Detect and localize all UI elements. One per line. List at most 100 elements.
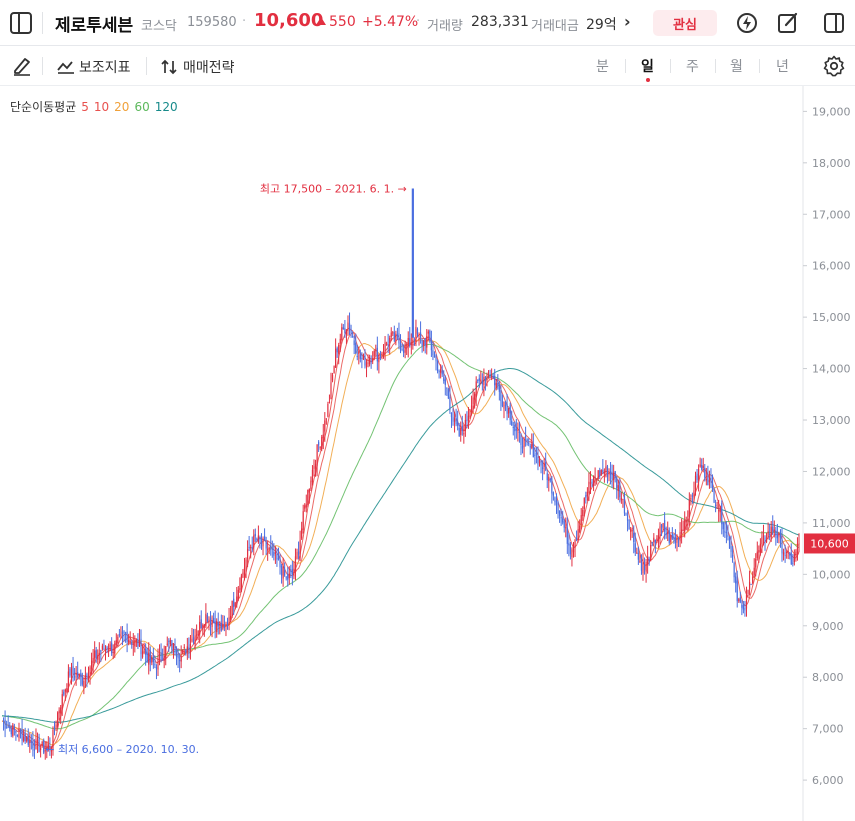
candle — [597, 470, 599, 482]
candle — [94, 641, 96, 664]
candle — [63, 689, 65, 697]
candle — [575, 530, 578, 542]
pencil-icon[interactable] — [12, 56, 32, 76]
candle — [318, 440, 320, 452]
candle — [35, 728, 37, 750]
indicators-button[interactable]: 보조지표 — [57, 57, 131, 77]
market-name: 코스닥 — [141, 19, 177, 34]
candle — [562, 510, 564, 525]
candle — [571, 547, 573, 567]
candle — [333, 365, 335, 374]
candle — [603, 468, 605, 483]
candle — [155, 664, 158, 680]
candle — [120, 626, 122, 639]
candle — [589, 471, 592, 494]
sidebar-toggle-icon[interactable] — [10, 12, 32, 34]
ma-legend[interactable]: 단순이동평균 5 10 20 60 120 — [10, 98, 183, 115]
candle — [500, 384, 502, 411]
candle — [583, 497, 585, 517]
candle — [508, 407, 510, 418]
period-tab-day[interactable]: 일 — [641, 59, 654, 75]
candle — [262, 536, 264, 556]
candle — [727, 524, 729, 541]
candle — [9, 722, 11, 732]
candle — [396, 327, 399, 340]
candle — [364, 349, 366, 369]
candle — [186, 637, 188, 660]
favorite-button[interactable]: 관심 — [653, 10, 717, 36]
candle — [103, 639, 105, 650]
candlestick-series — [2, 188, 800, 760]
candle — [721, 500, 723, 535]
period-tab-year[interactable]: 년 — [776, 59, 789, 75]
candle — [196, 624, 198, 641]
period-tab-minute[interactable]: 분 — [596, 59, 609, 75]
candle — [276, 548, 278, 567]
candle — [246, 540, 249, 568]
candle — [242, 569, 244, 579]
candle — [324, 412, 326, 442]
candle — [599, 467, 601, 479]
ma-20-line — [1, 339, 800, 746]
candle — [509, 402, 511, 425]
candle — [421, 338, 423, 353]
candle — [158, 644, 161, 666]
candle — [70, 662, 73, 685]
candle — [591, 478, 593, 488]
candle — [436, 359, 439, 374]
candle — [526, 438, 528, 446]
panel-toggle-icon[interactable] — [823, 12, 845, 34]
candle — [506, 393, 508, 421]
candle — [36, 732, 39, 754]
gear-icon[interactable] — [823, 55, 845, 77]
price-chart[interactable]: 6,000 7,000 8,000 9,000 10,000 11,000 12,000 13… — [0, 86, 855, 821]
candle — [151, 654, 153, 666]
strategy-button[interactable]: 매매전략 — [161, 57, 235, 77]
candle — [313, 459, 315, 477]
candle — [735, 572, 737, 593]
flash-icon[interactable] — [736, 12, 758, 34]
candle — [633, 525, 635, 554]
ma-10-line — [1, 332, 800, 748]
candle — [365, 359, 368, 378]
y-tick-label: 11,000 — [812, 517, 851, 530]
period-divider — [625, 59, 626, 73]
candle — [529, 443, 531, 455]
candle — [21, 718, 23, 746]
candle — [418, 332, 420, 346]
candle — [415, 319, 417, 347]
candle — [162, 648, 164, 661]
candle — [98, 642, 100, 664]
candle — [78, 673, 80, 680]
candle — [466, 411, 468, 429]
chevron-right-icon[interactable]: › — [624, 12, 631, 31]
edit-note-icon[interactable] — [777, 12, 799, 34]
candle — [682, 520, 684, 532]
candle — [294, 548, 297, 581]
period-tab-week[interactable]: 주 — [686, 59, 699, 75]
candle — [643, 557, 646, 575]
candle — [705, 467, 707, 486]
candle — [197, 630, 199, 641]
candle — [4, 710, 6, 738]
candle — [484, 375, 487, 391]
candle — [620, 492, 622, 504]
candle — [271, 540, 273, 558]
current-price-tag: 10,600 — [804, 533, 855, 554]
candle — [613, 464, 615, 490]
candle — [321, 434, 323, 452]
candle — [491, 368, 493, 381]
candle — [707, 465, 709, 486]
period-tab-month[interactable]: 월 — [730, 59, 743, 75]
candle — [733, 561, 735, 583]
candle — [433, 351, 436, 358]
candle — [673, 533, 675, 544]
high-annotation: 최고 17,500 – 2021. 6. 1. → — [260, 183, 407, 196]
candle — [392, 330, 394, 337]
candle — [592, 475, 595, 492]
candle — [628, 519, 630, 530]
candle — [511, 410, 513, 426]
candle — [426, 329, 428, 355]
candle — [786, 550, 788, 559]
candle — [708, 470, 711, 489]
